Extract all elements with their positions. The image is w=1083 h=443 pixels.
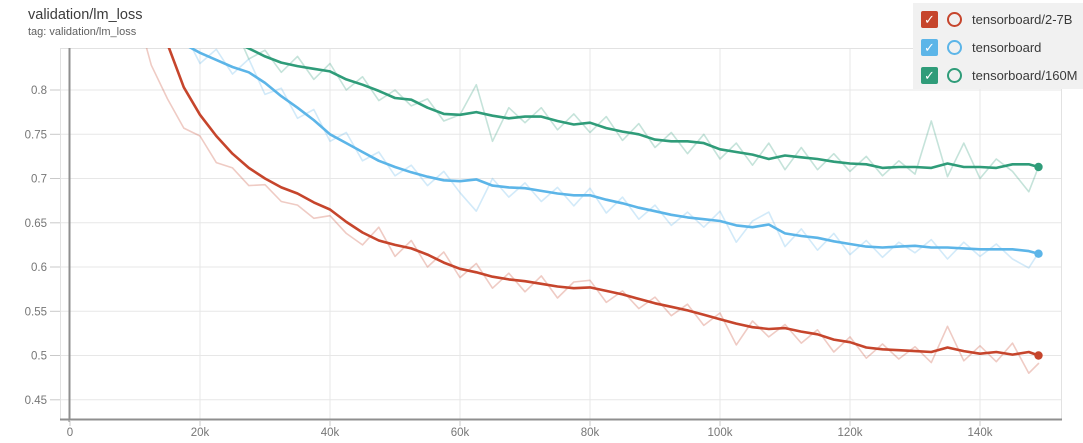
chart-title: validation/lm_loss <box>28 7 143 23</box>
svg-text:0.75: 0.75 <box>25 129 47 141</box>
run-legend: ✓ tensorboard/2-7B ✓ tensorboard ✓ tenso… <box>913 3 1083 89</box>
run-color-circle-icon <box>947 39 962 55</box>
run-color-circle-icon <box>947 11 962 27</box>
svg-text:0.5: 0.5 <box>31 351 47 363</box>
run-label: tensorboard/160M <box>972 67 1078 83</box>
svg-text:0.7: 0.7 <box>31 174 47 186</box>
run-label: tensorboard <box>972 39 1042 55</box>
svg-text:100k: 100k <box>708 427 733 439</box>
svg-text:0: 0 <box>67 427 73 439</box>
legend-item: ✓ tensorboard <box>913 33 1083 61</box>
legend-item: ✓ tensorboard/2-7B <box>913 5 1083 33</box>
chart-subtitle: tag: validation/lm_loss <box>28 26 137 39</box>
check-icon: ✓ <box>924 67 935 83</box>
check-icon: ✓ <box>924 11 935 27</box>
svg-text:20k: 20k <box>191 427 210 439</box>
run-visibility-checkbox[interactable]: ✓ <box>921 66 938 84</box>
legend-item: ✓ tensorboard/160M <box>913 61 1083 89</box>
svg-text:0.55: 0.55 <box>25 306 47 318</box>
svg-text:80k: 80k <box>581 427 600 439</box>
check-icon: ✓ <box>924 39 935 55</box>
chart-header: validation/lm_loss tag: validation/lm_lo… <box>28 6 142 40</box>
svg-text:120k: 120k <box>838 427 863 439</box>
run-visibility-checkbox[interactable]: ✓ <box>921 10 938 28</box>
run-visibility-checkbox[interactable]: ✓ <box>921 38 938 56</box>
svg-text:60k: 60k <box>451 427 470 439</box>
svg-text:40k: 40k <box>321 427 340 439</box>
run-color-circle-icon <box>947 67 962 83</box>
svg-text:0.65: 0.65 <box>25 218 47 230</box>
svg-text:0.6: 0.6 <box>31 262 47 274</box>
run-label: tensorboard/2-7B <box>972 11 1073 27</box>
svg-text:0.45: 0.45 <box>25 395 47 407</box>
svg-text:0.8: 0.8 <box>31 85 47 97</box>
svg-text:140k: 140k <box>968 427 993 439</box>
